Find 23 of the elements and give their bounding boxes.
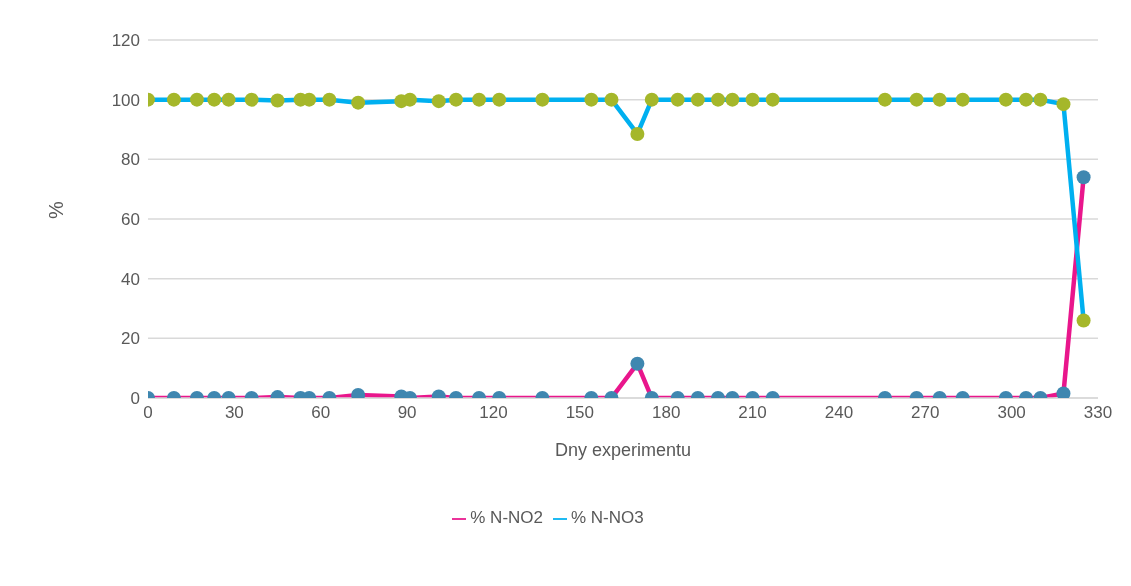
x-tick-label: 60: [311, 403, 331, 423]
y-tick-label: 40: [121, 269, 140, 289]
x-axis-title: Dny experimentu: [554, 440, 692, 460]
x-tick-label: 240: [824, 403, 854, 423]
y-tick-label: 80: [121, 150, 140, 170]
x-tick-label: 150: [565, 403, 595, 423]
legend-label: % N-NO2: [470, 508, 543, 527]
y-tick-label: 120: [111, 31, 140, 51]
y-tick-label: 20: [121, 329, 140, 349]
legend-label: % N-NO3: [571, 508, 644, 527]
x-tick-label: 330: [1083, 403, 1113, 423]
x-tick-label: 300: [997, 403, 1026, 423]
y-tick-label: 60: [121, 210, 140, 230]
x-tick-label: 120: [479, 403, 508, 423]
y-tick-label: 0: [130, 389, 140, 409]
y-tick-label: 100: [111, 90, 140, 110]
x-tick-label: 0: [143, 403, 153, 423]
y-axis-title: %: [45, 201, 68, 219]
x-tick-label: 180: [651, 403, 681, 423]
x-tick-label: 270: [911, 403, 940, 423]
x-tick-label: 30: [224, 403, 244, 423]
x-tick-label: 90: [397, 403, 417, 423]
x-tick-label: 210: [738, 403, 767, 423]
